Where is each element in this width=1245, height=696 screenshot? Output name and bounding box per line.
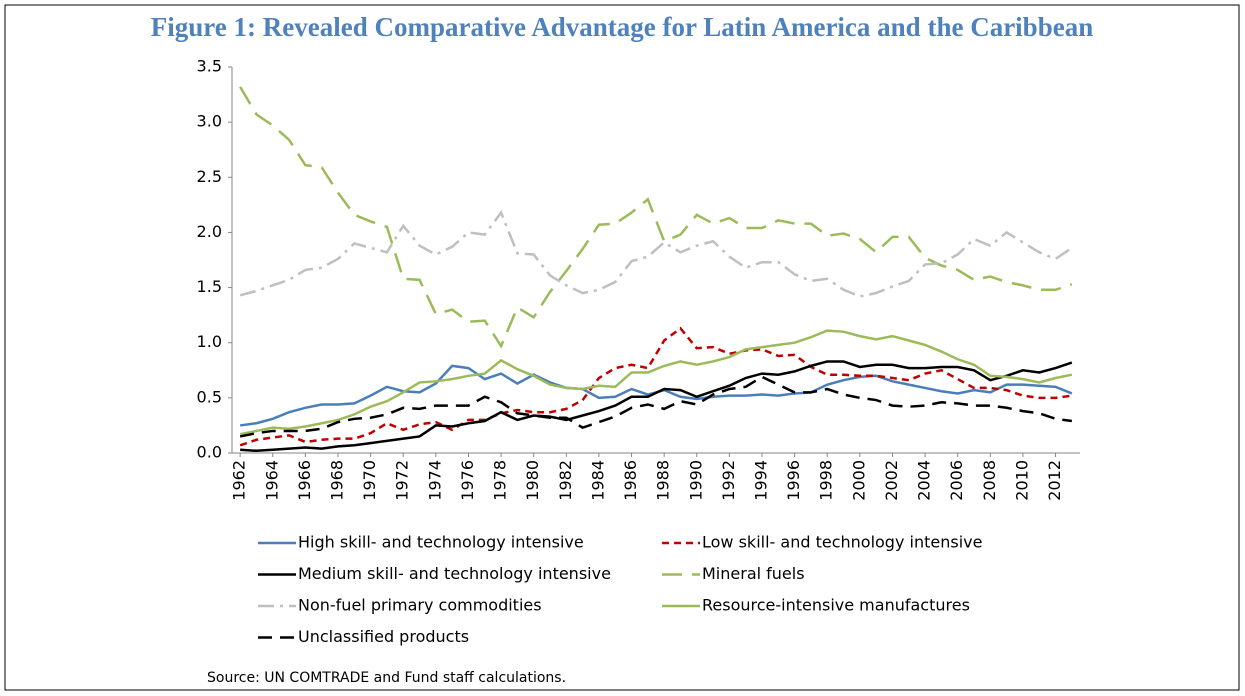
legend-label: Medium skill- and technology intensive [298, 564, 611, 583]
legend-label: Mineral fuels [702, 564, 805, 583]
x-tick-label: 2012 [1045, 460, 1064, 501]
series-line [239, 364, 1073, 427]
legend-label: High skill- and technology intensive [298, 533, 584, 552]
legend-label: Resource-intensive manufactures [702, 596, 970, 615]
x-tick-label: 2006 [947, 460, 966, 501]
y-tick-label: 3.5 [197, 57, 222, 76]
y-tick-label: 1.5 [197, 277, 222, 296]
x-tick-label: 1972 [393, 460, 412, 501]
x-tick-label: 1992 [719, 460, 738, 501]
x-tick-label: 1964 [262, 460, 281, 501]
y-tick-label: 2.0 [197, 222, 222, 241]
y-tick-label: 1.0 [197, 332, 222, 351]
x-tick-label: 2010 [1012, 460, 1031, 501]
x-tick-label: 1962 [230, 460, 249, 501]
series-line [239, 86, 1073, 349]
x-tick-label: 2000 [849, 460, 868, 501]
x-tick-label: 1974 [425, 460, 444, 501]
chart-title: Figure 1: Revealed Comparative Advantage… [151, 12, 1093, 42]
legend-label: Non-fuel primary commodities [298, 596, 542, 615]
x-tick-label: 1970 [360, 460, 379, 501]
x-tick-label: 1998 [817, 460, 836, 501]
y-tick-label: 3.0 [197, 112, 222, 131]
series-line [239, 329, 1073, 436]
x-tick-label: 1982 [556, 460, 575, 501]
x-tick-label: 1966 [295, 460, 314, 501]
x-tick-label: 2002 [882, 460, 901, 501]
x-tick-label: 1994 [752, 460, 771, 501]
x-tick-label: 1980 [523, 460, 542, 501]
x-tick-label: 1978 [491, 460, 510, 501]
series-line [240, 360, 1073, 453]
x-tick-label: 1996 [784, 460, 803, 501]
legend-label: Unclassified products [298, 627, 469, 646]
series-line [239, 375, 1073, 438]
source-note: Source: UN COMTRADE and Fund staff calcu… [207, 670, 566, 686]
x-tick-label: 1990 [686, 460, 705, 501]
x-tick-label: 2008 [980, 460, 999, 501]
x-tick-label: 1968 [328, 460, 347, 501]
series-line [239, 326, 1073, 447]
x-tick-label: 1988 [654, 460, 673, 501]
x-tick-label: 2004 [915, 460, 934, 501]
y-tick-label: 0.5 [197, 387, 222, 406]
figure-frame [4, 4, 1240, 691]
series-line [239, 210, 1073, 298]
y-tick-label: 2.5 [197, 167, 222, 186]
y-tick-label: 0.0 [197, 443, 222, 462]
legend-label: Low skill- and technology intensive [702, 533, 982, 552]
x-tick-label: 1984 [588, 460, 607, 501]
x-tick-label: 1976 [458, 460, 477, 501]
x-tick-label: 1986 [621, 460, 640, 501]
